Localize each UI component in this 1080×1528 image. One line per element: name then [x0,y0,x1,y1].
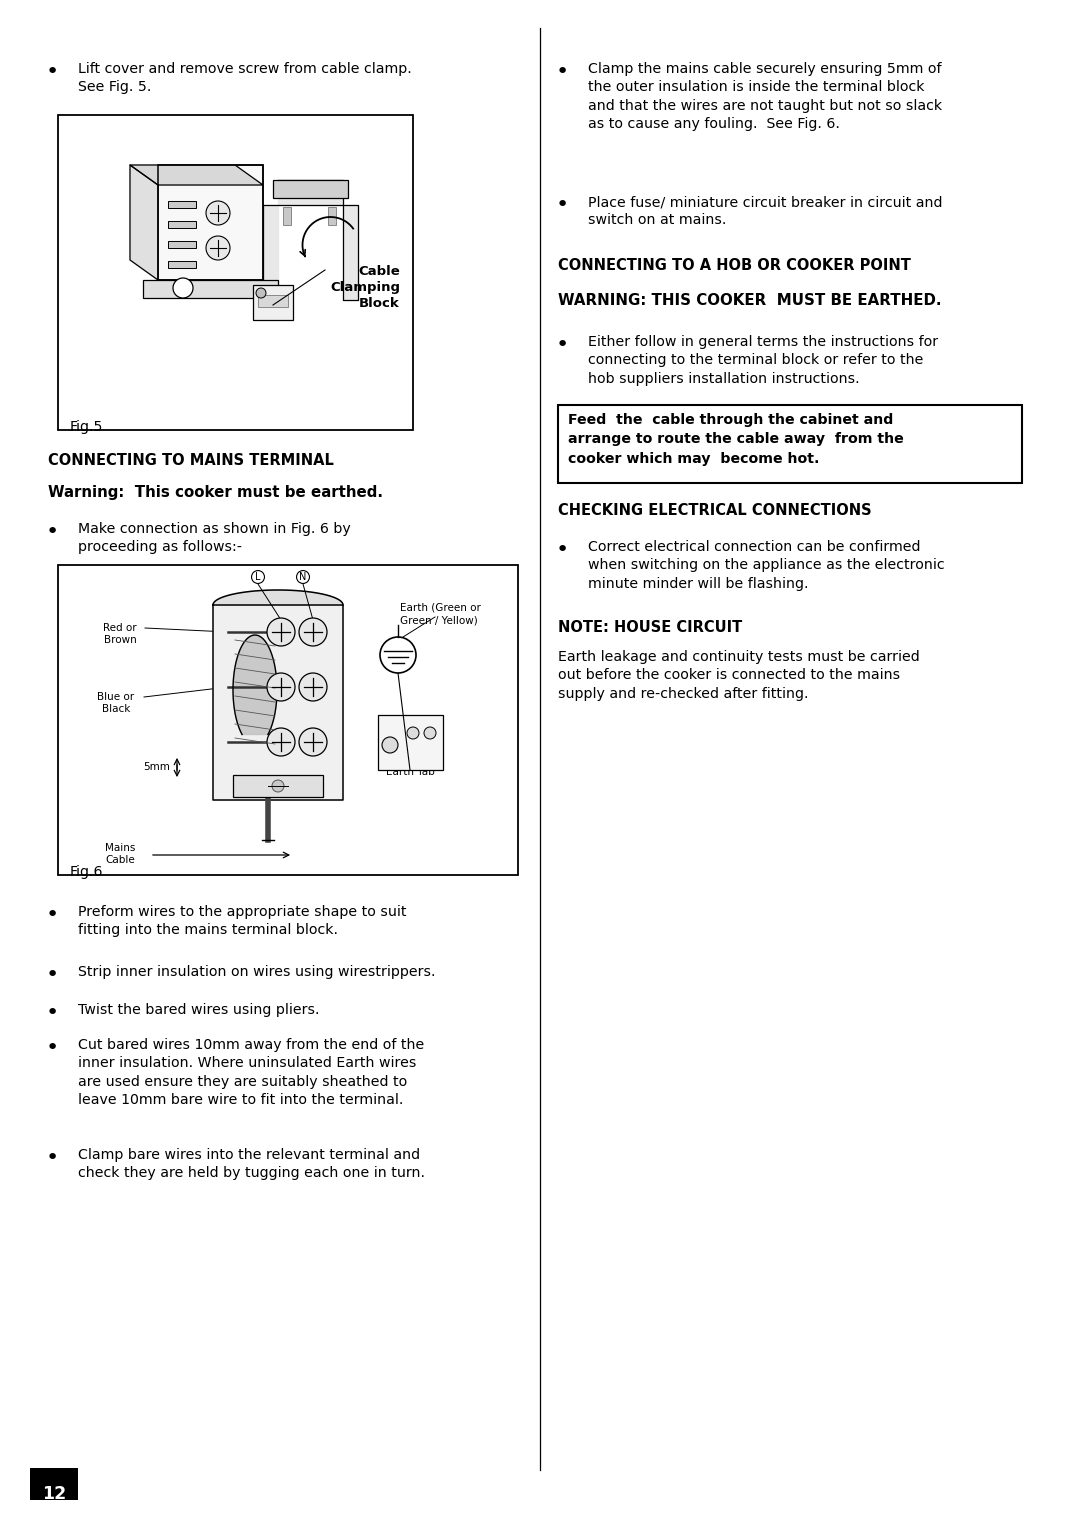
Bar [233,775,323,798]
Bar [168,222,195,228]
Text: Make connection as shown in Fig. 6 by
proceeding as follows:-: Make connection as shown in Fig. 6 by pr… [78,523,351,555]
Text: Twist the bared wires using pliers.: Twist the bared wires using pliers. [78,1002,320,1018]
Bar [558,405,1022,483]
Circle shape [272,779,284,792]
Circle shape [299,617,327,646]
Text: Clamp bare wires into the relevant terminal and
check they are held by tugging e: Clamp bare wires into the relevant termi… [78,1148,426,1181]
Bar [258,295,288,307]
Text: Preform wires to the appropriate shape to suit
fitting into the mains terminal b: Preform wires to the appropriate shape t… [78,905,406,937]
Bar [378,715,443,770]
Text: Correct electrical connection can be confirmed
when switching on the appliance a: Correct electrical connection can be con… [588,539,945,591]
Circle shape [267,727,295,756]
Circle shape [382,736,399,753]
Text: Earth leakage and continuity tests must be carried
out before the cooker is conn: Earth leakage and continuity tests must … [558,649,920,701]
Circle shape [206,202,230,225]
Text: WARNING: THIS COOKER  MUST BE EARTHED.: WARNING: THIS COOKER MUST BE EARTHED. [558,293,942,309]
Polygon shape [213,590,343,605]
Text: CONNECTING TO A HOB OR COOKER POINT: CONNECTING TO A HOB OR COOKER POINT [558,258,910,274]
Text: CHECKING ELECTRICAL CONNECTIONS: CHECKING ELECTRICAL CONNECTIONS [558,503,872,518]
Text: Earth (Green or
Green / Yellow): Earth (Green or Green / Yellow) [400,604,481,625]
Bar [58,115,413,429]
Text: •: • [45,1002,58,1024]
Text: CONNECTING TO MAINS TERMINAL: CONNECTING TO MAINS TERMINAL [48,452,334,468]
Text: •: • [555,539,569,559]
Text: •: • [45,63,58,83]
Polygon shape [264,180,357,299]
Text: •: • [45,966,58,986]
Text: Clamp the mains cable securely ensuring 5mm of
the outer insulation is inside th: Clamp the mains cable securely ensuring … [588,63,942,131]
Bar [158,165,264,280]
Text: Warning:  This cooker must be earthed.: Warning: This cooker must be earthed. [48,484,383,500]
Circle shape [299,672,327,701]
Circle shape [267,617,295,646]
Bar [143,280,278,298]
Text: •: • [45,1148,58,1167]
Text: Feed  the  cable through the cabinet and
arrange to route the cable away  from t: Feed the cable through the cabinet and a… [568,413,904,466]
Bar [253,286,293,319]
Circle shape [424,727,436,740]
Bar [158,165,264,280]
Polygon shape [233,636,276,735]
Polygon shape [130,165,264,185]
Text: Place fuse/ miniature circuit breaker in circuit and
switch on at mains.: Place fuse/ miniature circuit breaker in… [588,196,943,228]
Bar [168,241,195,248]
Text: Either follow in general terms the instructions for
connecting to the terminal b: Either follow in general terms the instr… [588,335,939,385]
Bar [30,1468,78,1500]
Text: •: • [45,1038,58,1057]
Circle shape [380,637,416,672]
Text: 12: 12 [42,1485,66,1504]
Text: NOTE: HOUSE CIRCUIT: NOTE: HOUSE CIRCUIT [558,620,742,636]
Text: Red or
Brown: Red or Brown [104,623,137,645]
Text: •: • [45,523,58,542]
Circle shape [173,278,193,298]
Text: Mains
Cable: Mains Cable [105,843,135,865]
Bar [58,565,518,876]
Text: L: L [255,571,260,582]
Text: 5mm: 5mm [144,762,170,773]
Text: Lift cover and remove screw from cable clamp.
See Fig. 5.: Lift cover and remove screw from cable c… [78,63,411,95]
Text: Fig.5: Fig.5 [70,420,104,434]
Text: Strip inner insulation on wires using wirestrippers.: Strip inner insulation on wires using wi… [78,966,435,979]
Text: Earth Tab: Earth Tab [386,767,434,778]
Polygon shape [130,165,158,280]
Circle shape [407,727,419,740]
Text: Cut bared wires 10mm away from the end of the
inner insulation. Where uninsulate: Cut bared wires 10mm away from the end o… [78,1038,424,1108]
Text: •: • [45,905,58,924]
Bar [283,206,291,225]
Text: •: • [555,196,569,215]
Text: Cable
Clamping
Block: Cable Clamping Block [330,264,400,310]
Bar [168,202,195,208]
Text: Fig.6: Fig.6 [70,865,104,879]
Circle shape [299,727,327,756]
Text: •: • [555,335,569,354]
Bar [168,261,195,267]
Bar [328,206,336,225]
Text: Blue or
Black: Blue or Black [97,692,135,715]
Text: •: • [555,63,569,83]
Circle shape [267,672,295,701]
Text: N: N [299,571,307,582]
Circle shape [206,235,230,260]
Circle shape [256,287,266,298]
Bar [273,180,348,199]
Polygon shape [213,605,343,801]
